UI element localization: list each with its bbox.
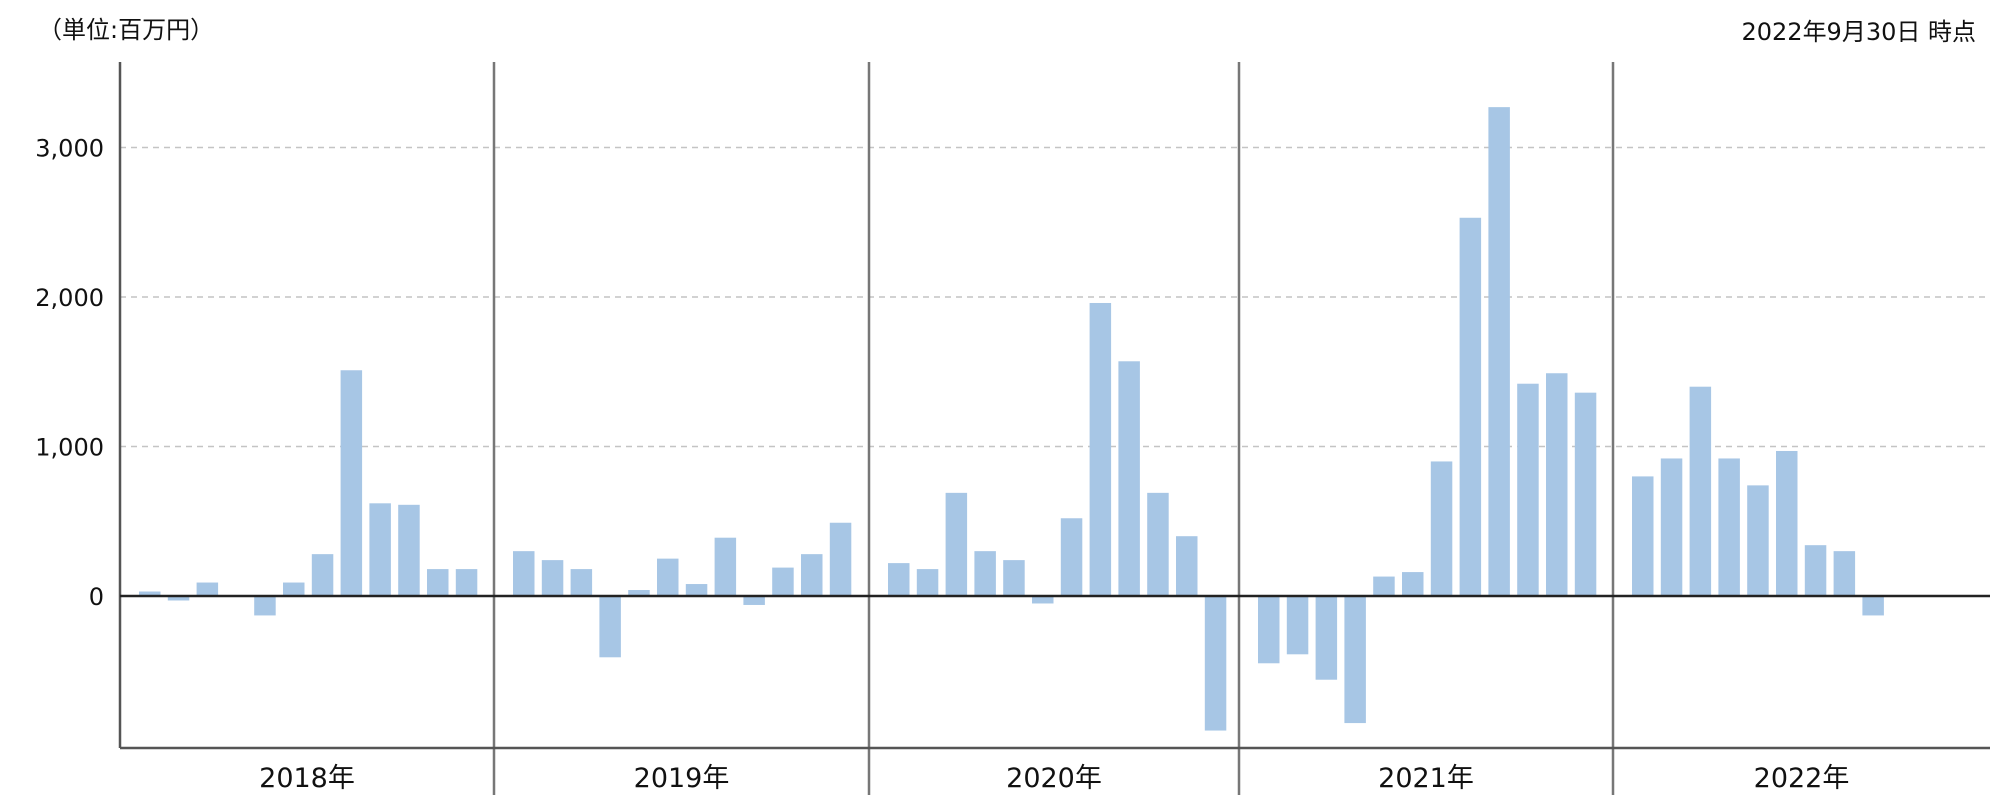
bar — [570, 569, 593, 596]
bar — [1689, 386, 1712, 596]
bar — [1488, 107, 1510, 596]
bar — [1804, 545, 1827, 596]
bar — [1373, 576, 1395, 596]
bar — [1459, 217, 1482, 596]
bar — [1660, 458, 1683, 596]
bar — [1574, 392, 1597, 596]
x-group-label: 2022年 — [1754, 763, 1850, 794]
x-group-label: 2019年 — [634, 763, 730, 794]
bar — [254, 596, 276, 616]
bar — [167, 596, 190, 601]
bar — [772, 567, 794, 596]
bar — [196, 582, 219, 596]
bar — [1517, 383, 1539, 596]
bar — [1862, 596, 1884, 616]
bar — [1258, 596, 1280, 664]
bar — [1315, 596, 1338, 680]
bar — [1147, 492, 1169, 596]
bar — [1402, 572, 1424, 596]
bar — [427, 569, 449, 596]
x-group-label: 2020年 — [1006, 763, 1102, 794]
bar — [541, 560, 564, 596]
bar — [283, 582, 305, 596]
bar — [1776, 450, 1798, 596]
bar — [369, 503, 391, 596]
as-of-date-label: 2022年9月30日 時点 — [1741, 18, 1976, 46]
x-group-label: 2021年 — [1378, 763, 1474, 794]
bar — [1430, 461, 1453, 596]
unit-label: （単位:百万円） — [38, 16, 215, 44]
bar — [801, 554, 823, 596]
x-group-label: 2018年 — [259, 763, 355, 794]
bar — [139, 591, 161, 596]
bar — [311, 554, 334, 596]
bar — [974, 551, 996, 596]
bar — [398, 504, 420, 596]
bar — [1546, 373, 1568, 596]
bar — [685, 584, 708, 596]
bar — [1286, 596, 1309, 655]
bar — [945, 492, 968, 596]
bar — [1632, 476, 1654, 596]
bar — [916, 569, 939, 596]
bar — [628, 590, 650, 596]
bar — [888, 563, 910, 596]
bar — [599, 596, 621, 658]
bar — [1118, 361, 1140, 596]
bar — [657, 558, 679, 596]
bar — [340, 370, 363, 596]
bar — [1089, 302, 1112, 596]
bar — [829, 522, 852, 596]
bar — [1176, 536, 1198, 596]
bar — [1344, 596, 1366, 724]
bar — [513, 551, 535, 596]
bar — [1833, 551, 1856, 596]
bar — [1032, 596, 1054, 604]
y-tick-label: 0 — [89, 583, 104, 611]
bar — [1060, 518, 1083, 596]
bar — [1747, 485, 1769, 596]
y-tick-label: 3,000 — [35, 135, 104, 163]
bar — [1003, 560, 1025, 596]
bar — [455, 569, 478, 596]
bar — [1204, 596, 1227, 731]
bar — [714, 537, 737, 596]
y-tick-label: 1,000 — [35, 434, 104, 462]
bar — [1718, 458, 1740, 596]
bar — [743, 596, 765, 605]
y-tick-label: 2,000 — [35, 284, 104, 312]
